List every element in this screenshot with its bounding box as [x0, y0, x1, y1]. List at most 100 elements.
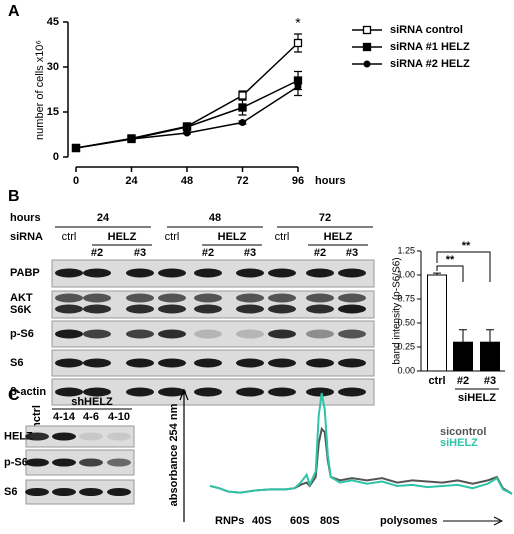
band [158, 304, 186, 314]
band [338, 329, 366, 339]
legend-label: siRNA control [390, 24, 463, 36]
legend-marker [362, 25, 372, 35]
y-axis-label: band intensity (p-S6/S6) [392, 257, 403, 364]
band [107, 488, 131, 496]
band [83, 293, 111, 303]
marker [72, 144, 80, 152]
blot-label: p-S6 [4, 456, 28, 468]
lane-label: #2 [202, 247, 214, 259]
band [158, 387, 186, 397]
condition-label: HELZ [108, 231, 137, 243]
x-tick-label: 96 [292, 175, 304, 187]
row-label: siRNA [10, 231, 43, 243]
lane-label: #3 [346, 247, 358, 259]
lane-label: #3 [134, 247, 146, 259]
annotation: * [295, 15, 301, 31]
band [25, 488, 49, 496]
fraction-label: RNPs [215, 515, 244, 527]
condition-label: ctrl [62, 231, 77, 243]
band [79, 488, 103, 496]
panel-label: A [8, 3, 20, 20]
band [194, 329, 222, 339]
legend-marker [363, 60, 371, 68]
blot-label: S6 [10, 357, 23, 369]
band [306, 387, 334, 397]
condition-label: ctrl [275, 231, 290, 243]
band [83, 358, 111, 368]
band [306, 304, 334, 314]
band [268, 268, 296, 278]
blot-label: AKT [10, 292, 33, 304]
legend-marker [362, 42, 372, 52]
marker [239, 119, 246, 126]
marker [183, 129, 191, 137]
series-line [75, 85, 299, 149]
band [236, 293, 264, 303]
band [268, 329, 296, 339]
lane-label: 4-14 [53, 411, 76, 423]
x-tick-label: #3 [484, 375, 496, 387]
series-line [75, 79, 299, 149]
x-tick-label: 48 [181, 175, 193, 187]
band [306, 268, 334, 278]
fraction-label: 40S [252, 515, 272, 527]
marker [182, 122, 192, 132]
x-tick-label: 24 [125, 175, 138, 187]
y-tick-label: 0.00 [397, 365, 415, 375]
band [83, 387, 111, 397]
band [83, 329, 111, 339]
hours-label: 48 [209, 212, 221, 224]
band [306, 329, 334, 339]
band [158, 329, 186, 339]
y-tick-label: 0.50 [397, 317, 415, 327]
y-tick-label: 1.00 [397, 269, 415, 279]
band [306, 293, 334, 303]
band [52, 488, 76, 496]
marker [238, 91, 247, 100]
band [126, 304, 154, 314]
blot-label: p-S6 [10, 328, 34, 340]
band [268, 293, 296, 303]
y-tick-label: 0 [53, 151, 59, 163]
lane-label: #3 [244, 247, 256, 259]
band [25, 432, 49, 441]
band [55, 293, 83, 303]
band [52, 458, 76, 467]
fraction-label: 80S [320, 515, 340, 527]
row-label: hours [10, 212, 41, 224]
bar [480, 341, 500, 372]
axis-arrow [179, 388, 189, 522]
band [236, 358, 264, 368]
band [338, 268, 366, 278]
y-tick-label: 15 [47, 106, 59, 118]
band [55, 268, 83, 278]
hours-label: 24 [97, 212, 110, 224]
x-axis-label: hours [315, 175, 346, 187]
panel-label: C [8, 387, 20, 404]
significance: ** [446, 254, 455, 266]
x-tick-label: 0 [73, 175, 79, 187]
fraction-label: 60S [290, 515, 310, 527]
band [158, 268, 186, 278]
band [338, 358, 366, 368]
band [126, 329, 154, 339]
band [126, 268, 154, 278]
band [55, 387, 83, 397]
legend-label: siRNA #2 HELZ [390, 58, 470, 70]
y-axis-label: absorbance 254 nm [168, 403, 180, 506]
band [236, 268, 264, 278]
band [194, 293, 222, 303]
lane-label: 4-10 [108, 411, 130, 423]
band [55, 329, 83, 339]
group-label: shHELZ [71, 396, 113, 408]
y-axis-label: number of cells x10⁶ [34, 40, 46, 140]
legend-label: siHELZ [440, 437, 478, 449]
band [55, 304, 83, 314]
blot-label: PABP [10, 267, 40, 279]
band [194, 387, 222, 397]
band [338, 304, 366, 314]
band [194, 268, 222, 278]
profile-line [209, 392, 513, 495]
band [55, 358, 83, 368]
